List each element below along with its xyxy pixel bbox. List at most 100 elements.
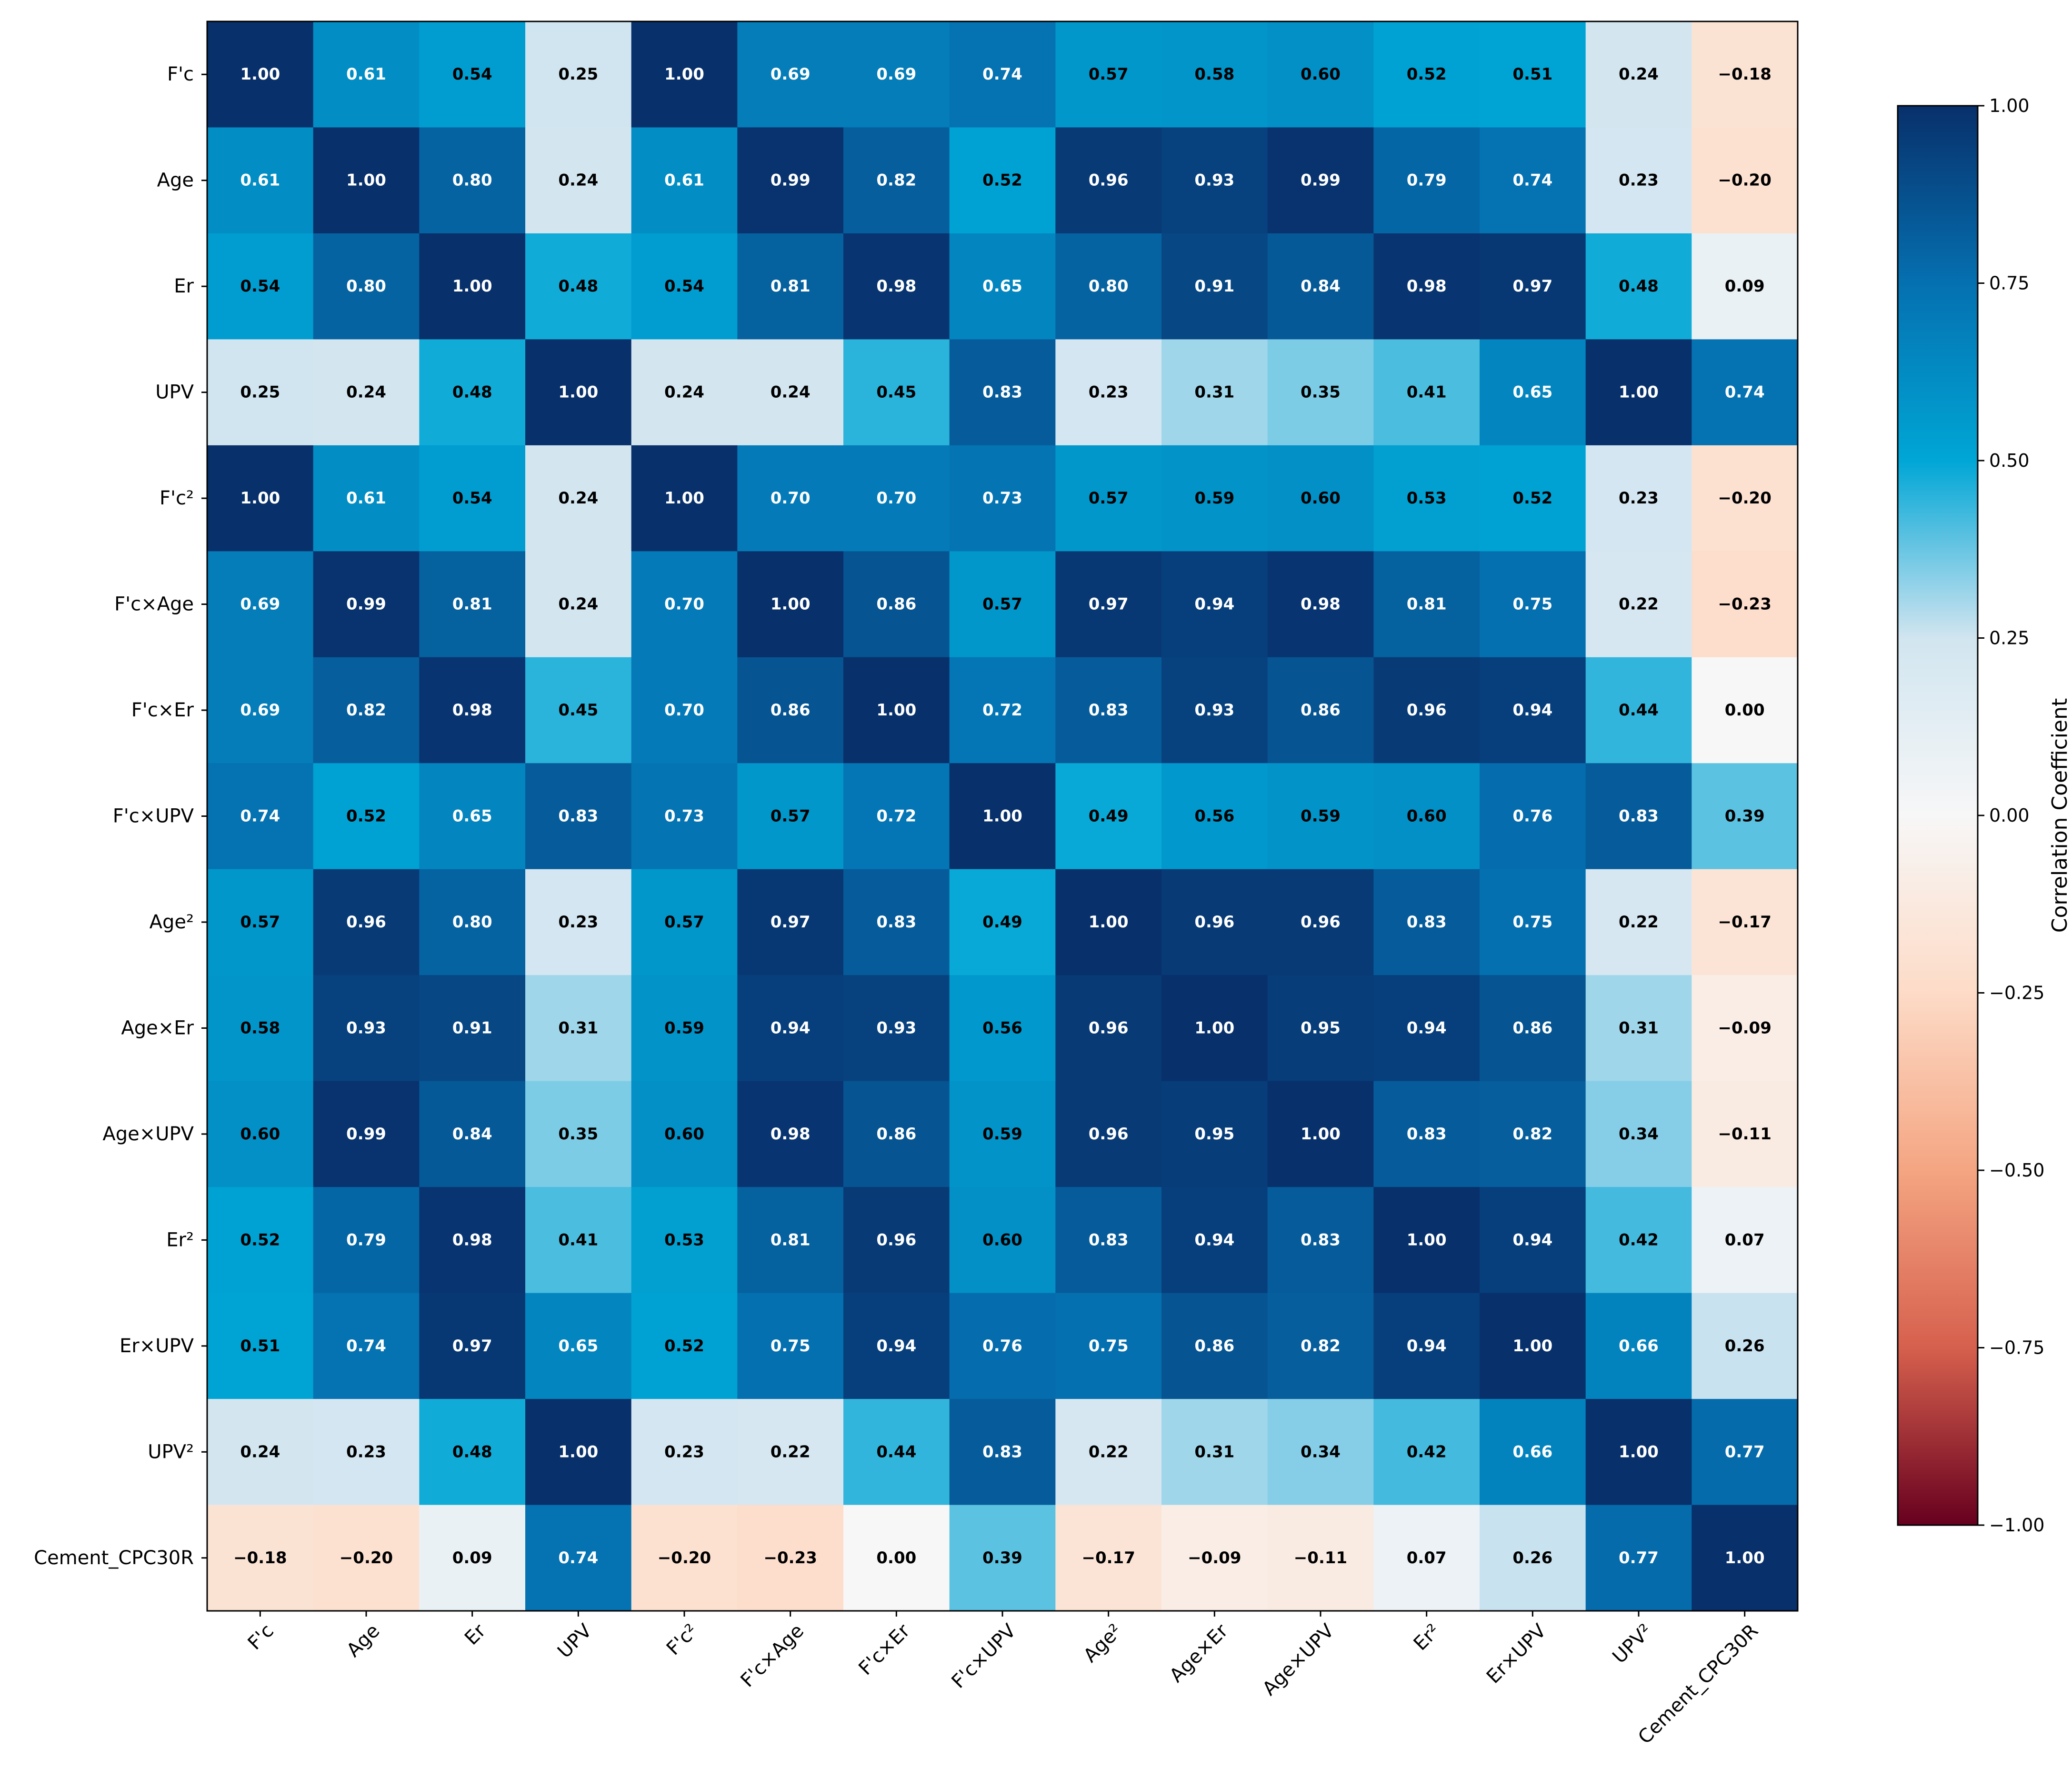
colorbar-tick-label-2: 0.50: [1989, 450, 2030, 471]
colorbar-ticks: 1.00 0.75 0.50 0.25 0.00 −0.25 −0.50 −0.75 −1.00: [1978, 95, 2044, 1536]
heatmap-cell-r8-c14: [1692, 869, 1798, 975]
heatmap-value-r3-c9: 0.31: [1194, 383, 1234, 402]
heatmap-value-r14-c10: −0.11: [1294, 1548, 1347, 1568]
heatmap-value-r5-c11: 0.81: [1407, 595, 1447, 614]
x-label-12: Er×UPV: [1482, 1619, 1551, 1688]
heatmap-cell-r12-c7: [949, 1293, 1056, 1399]
heatmap-cell-r14-c6: [843, 1505, 950, 1611]
heatmap-cell-r6-c3: [525, 657, 632, 764]
heatmap-value-r12-c1: 0.74: [346, 1337, 386, 1356]
heatmap-cell-r1-c5: [737, 127, 844, 234]
heatmap-value-r0-c7: 0.74: [982, 65, 1022, 84]
heatmap-value-r2-c4: 0.54: [664, 277, 704, 296]
heatmap-cell-r3-c7: [949, 339, 1056, 446]
heatmap-cell-r13-c7: [949, 1399, 1056, 1506]
heatmap-cell-r9-c7: [949, 975, 1056, 1082]
y-label-4: F'c²: [160, 487, 194, 509]
heatmap-value-r4-c13: 0.23: [1619, 489, 1659, 508]
heatmap-cell-r0-c5: [737, 21, 844, 128]
heatmap-value-r13-c3: 1.00: [558, 1442, 598, 1461]
heatmap-cell-r5-c11: [1373, 551, 1480, 658]
heatmap-cell-r10-c10: [1267, 1081, 1374, 1187]
heatmap-cell-r5-c0: [207, 551, 314, 658]
y-label-2: Er: [174, 275, 194, 297]
heatmap-cell-r4-c3: [525, 445, 632, 552]
heatmap-value-r9-c13: 0.31: [1619, 1018, 1659, 1037]
heatmap-value-r4-c12: 0.52: [1512, 489, 1552, 508]
heatmap-value-r11-c6: 0.96: [876, 1230, 916, 1249]
heatmap-cell-r8-c0: [207, 869, 314, 975]
heatmap-cell-r1-c0: [207, 127, 314, 234]
heatmap-value-r4-c6: 0.70: [876, 489, 916, 508]
heatmap-value-r4-c7: 0.73: [982, 489, 1022, 508]
heatmap-value-r1-c0: 0.61: [240, 171, 280, 190]
heatmap-value-r14-c0: −0.18: [233, 1548, 287, 1568]
heatmap-value-r6-c13: 0.44: [1619, 701, 1659, 720]
heatmap-cell-r10-c9: [1161, 1081, 1268, 1187]
heatmap-cell-r4-c7: [949, 445, 1056, 552]
colorbar-label: Correlation Coefficient: [2048, 698, 2072, 933]
heatmap-cell-r10-c3: [525, 1081, 632, 1187]
heatmap-cell-labels: 1.00 0.61 0.54 0.25 1.00 0.69 0.69 0.74 0.57 0.58…: [233, 65, 1772, 1568]
heatmap-cell-r5-c3: [525, 551, 632, 658]
heatmap-value-r10-c4: 0.60: [664, 1125, 704, 1144]
heatmap-value-r12-c13: 0.66: [1619, 1337, 1659, 1356]
heatmap-cell-r10-c8: [1055, 1081, 1162, 1187]
heatmap-cell-r7-c10: [1267, 763, 1374, 870]
heatmap-cell-r9-c14: [1692, 975, 1798, 1082]
heatmap-value-r13-c5: 0.22: [771, 1442, 811, 1461]
heatmap-cell-r3-c11: [1373, 339, 1480, 446]
heatmap-cell-r6-c4: [631, 657, 738, 764]
heatmap-value-r8-c5: 0.97: [771, 913, 811, 932]
x-label-1: Age: [342, 1620, 384, 1661]
heatmap-value-r12-c12: 1.00: [1512, 1337, 1552, 1356]
heatmap-value-r3-c12: 0.65: [1512, 383, 1552, 402]
heatmap-value-r0-c1: 0.61: [346, 65, 386, 84]
heatmap-cell-r0-c1: [313, 21, 420, 128]
colorbar-tick-label-7: −0.75: [1989, 1337, 2044, 1358]
y-label-11: Er²: [166, 1229, 194, 1251]
heatmap-cell-r11-c9: [1161, 1187, 1268, 1294]
heatmap-cell-r6-c9: [1161, 657, 1268, 764]
heatmap-value-r14-c13: 0.77: [1619, 1548, 1659, 1568]
y-label-9: Age×Er: [121, 1017, 194, 1039]
heatmap-cell-r11-c11: [1373, 1187, 1480, 1294]
heatmap-cell-r10-c0: [207, 1081, 314, 1187]
heatmap-value-r14-c3: 0.74: [558, 1548, 598, 1568]
heatmap-frame: [206, 20, 1799, 1612]
x-label-10: Age×UPV: [1258, 1619, 1338, 1699]
heatmap-value-r2-c11: 0.98: [1407, 277, 1447, 296]
heatmap-value-r0-c3: 0.25: [558, 65, 598, 84]
heatmap-value-r10-c2: 0.84: [452, 1125, 492, 1144]
heatmap-cell-r6-c13: [1585, 657, 1692, 764]
heatmap-cell-r3-c0: [207, 339, 314, 446]
heatmap-value-r7-c11: 0.60: [1407, 807, 1447, 826]
heatmap-cell-r9-c6: [843, 975, 950, 1082]
heatmap-value-r1-c1: 1.00: [346, 171, 386, 190]
heatmap-value-r0-c14: −0.18: [1718, 65, 1771, 84]
heatmap-cell-r6-c2: [419, 657, 526, 764]
heatmap-cell-r12-c10: [1267, 1293, 1374, 1399]
heatmap-cell-r5-c8: [1055, 551, 1162, 658]
heatmap-value-r4-c8: 0.57: [1089, 489, 1129, 508]
heatmap-cell-r6-c1: [313, 657, 420, 764]
heatmap-value-r4-c0: 1.00: [240, 489, 280, 508]
heatmap-cell-r13-c11: [1373, 1399, 1480, 1506]
heatmap-cell-r2-c11: [1373, 233, 1480, 340]
y-label-14: Cement_CPC30R: [34, 1547, 194, 1569]
heatmap-value-r4-c9: 0.59: [1194, 489, 1234, 508]
heatmap-cell-r6-c10: [1267, 657, 1374, 764]
heatmap-cell-r7-c1: [313, 763, 420, 870]
heatmap-cell-r13-c13: [1585, 1399, 1692, 1506]
heatmap-cell-r14-c10: [1267, 1505, 1374, 1611]
heatmap-cell-r8-c8: [1055, 869, 1162, 975]
x-label-14: Cement_CPC30R: [1634, 1620, 1762, 1749]
heatmap-value-r4-c10: 0.60: [1301, 489, 1341, 508]
heatmap-cell-r9-c12: [1480, 975, 1586, 1082]
colorbar-gradient: [1897, 105, 1979, 1526]
y-label-1: Age: [157, 170, 194, 191]
colorbar-tick-label-6: −0.50: [1989, 1160, 2044, 1181]
heatmap-value-r11-c8: 0.83: [1089, 1230, 1129, 1249]
heatmap-value-r6-c6: 1.00: [876, 701, 916, 720]
heatmap-value-r9-c8: 0.96: [1089, 1018, 1129, 1037]
